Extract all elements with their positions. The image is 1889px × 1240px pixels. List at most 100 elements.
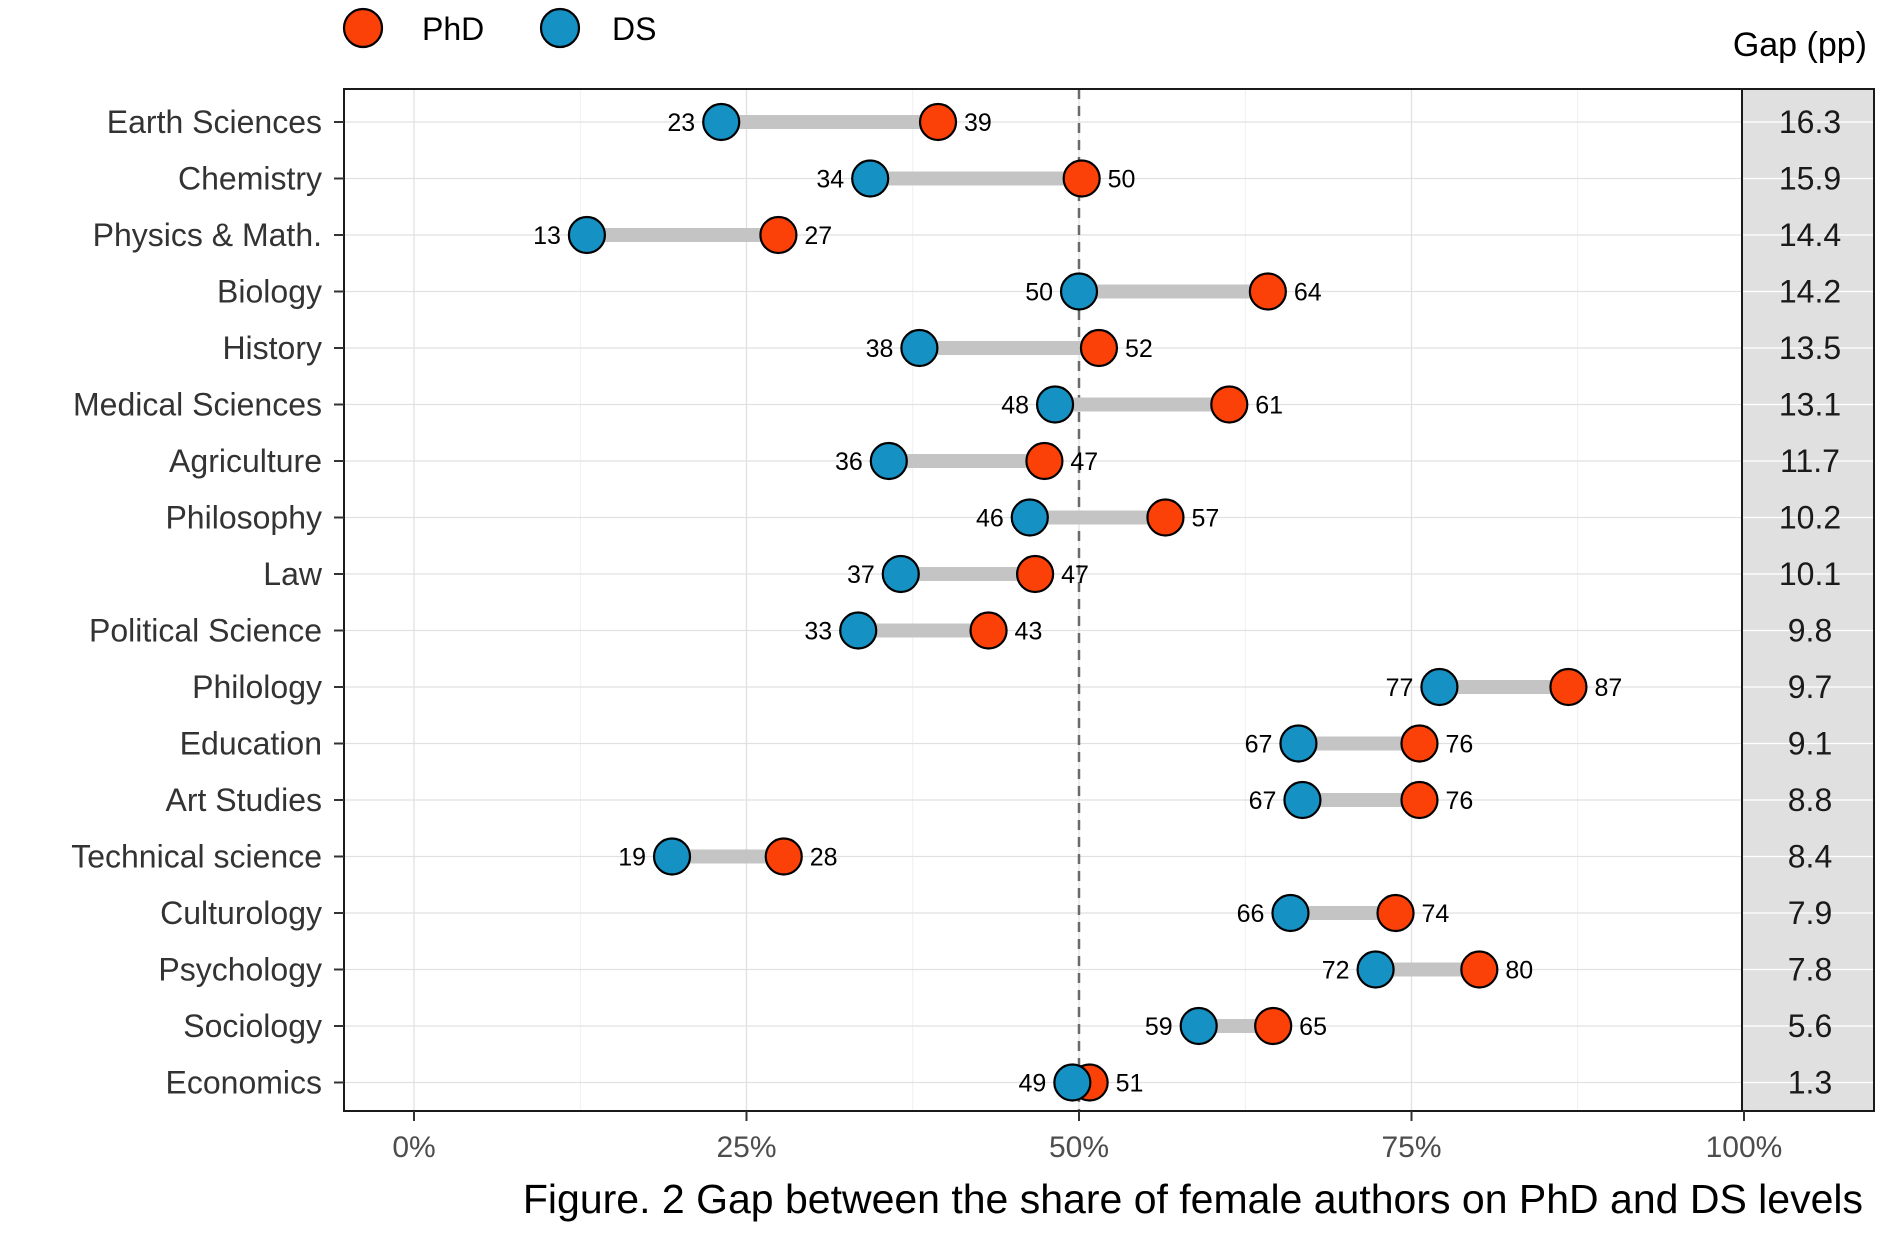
phd-point xyxy=(1016,554,1055,594)
gap-value: 16.3 xyxy=(1779,104,1841,140)
gap-value: 10.2 xyxy=(1779,500,1841,536)
ds-value-label: 67 xyxy=(1249,787,1277,815)
category-label: Physics & Math. xyxy=(93,217,322,253)
x-tick-label: 75% xyxy=(1381,1131,1441,1164)
ds-point xyxy=(652,837,692,876)
category-label: Medical Sciences xyxy=(73,387,322,423)
ds-value-label: 67 xyxy=(1245,731,1273,759)
points xyxy=(567,102,1588,1102)
phd-value-label: 64 xyxy=(1294,279,1322,307)
ds-legend-label: DS xyxy=(612,11,656,47)
gap-value: 10.1 xyxy=(1779,556,1841,592)
phd-point xyxy=(1146,498,1185,537)
ds-value-label: 72 xyxy=(1322,957,1350,985)
phd-point xyxy=(1549,667,1588,707)
phd-point xyxy=(1254,1006,1293,1046)
category-label: Education xyxy=(180,726,322,762)
gap-value: 8.8 xyxy=(1788,782,1832,818)
ds-value-label: 50 xyxy=(1025,279,1053,307)
gap-value: 5.6 xyxy=(1788,1008,1832,1044)
ds-value-label: 49 xyxy=(1019,1070,1047,1098)
gap-value: 13.1 xyxy=(1779,387,1841,423)
phd-point xyxy=(1248,272,1287,311)
phd-value-label: 47 xyxy=(1061,561,1089,589)
category-label: Biology xyxy=(217,274,322,310)
gap-value: 13.5 xyxy=(1779,330,1841,366)
ds-point xyxy=(851,159,890,198)
ds-point xyxy=(900,328,939,368)
gap-panel xyxy=(1742,89,1874,1111)
gap-panel-border xyxy=(1741,88,1875,1112)
phd-point xyxy=(1400,724,1439,763)
phd-value-label: 28 xyxy=(810,844,838,872)
ds-point xyxy=(1010,498,1049,537)
value-labels: 23 39 34 50 13 27 50 64 38 52 48 61 36 47 46 57 37 47 33 43… xyxy=(533,109,1622,1098)
ds-point xyxy=(1059,272,1099,311)
ds-value-label: 19 xyxy=(618,844,646,872)
ds-legend-key xyxy=(539,7,581,49)
phd-value-label: 52 xyxy=(1125,335,1153,363)
phd-value-label: 47 xyxy=(1070,448,1098,476)
category-label: Earth Sciences xyxy=(107,104,322,140)
gap-value: 14.4 xyxy=(1779,217,1841,253)
figure-caption: Figure. 2 Gap between the share of femal… xyxy=(523,1176,1863,1222)
ds-point xyxy=(881,554,920,594)
category-label: History xyxy=(222,330,322,366)
phd-value-label: 74 xyxy=(1422,900,1450,928)
phd-value-label: 80 xyxy=(1505,957,1533,985)
category-label: Law xyxy=(263,556,323,592)
ds-value-label: 77 xyxy=(1386,674,1414,702)
category-label: Political Science xyxy=(89,613,322,649)
phd-point xyxy=(1062,159,1101,198)
phd-value-label: 87 xyxy=(1594,674,1622,702)
category-label: Philosophy xyxy=(165,500,322,536)
phd-point xyxy=(1210,385,1249,424)
ds-value-label: 13 xyxy=(533,222,561,250)
phd-point xyxy=(1460,950,1499,989)
ds-point xyxy=(1179,1006,1218,1046)
gap-value: 9.7 xyxy=(1788,669,1832,705)
phd-point xyxy=(764,837,803,876)
category-label: Agriculture xyxy=(169,443,322,479)
ds-value-label: 23 xyxy=(667,109,695,137)
phd-value-label: 61 xyxy=(1255,392,1283,420)
x-tick-label: 0% xyxy=(392,1131,435,1164)
x-tick-label: 100% xyxy=(1706,1131,1783,1164)
phd-value-label: 39 xyxy=(964,109,992,137)
phd-value-label: 27 xyxy=(804,222,832,250)
phd-value-label: 50 xyxy=(1108,166,1136,194)
phd-value-label: 76 xyxy=(1445,731,1473,759)
plot-panel xyxy=(344,89,1742,1111)
phd-point xyxy=(1376,893,1415,933)
ds-value-label: 38 xyxy=(866,335,894,363)
ds-value-label: 36 xyxy=(835,448,863,476)
ds-value-label: 34 xyxy=(816,166,844,194)
gap-value: 11.7 xyxy=(1780,443,1840,479)
phd-legend-key xyxy=(342,7,384,49)
phd-point xyxy=(1400,780,1439,820)
gap-value: 7.9 xyxy=(1788,895,1832,931)
x-axis: 0% 25% 50% 75% 100% xyxy=(392,1111,1782,1164)
ds-point xyxy=(1271,893,1310,933)
gap-values: 16.3 15.9 14.4 14.2 13.5 13.1 11.7 10.2 10.1 9.8 9… xyxy=(1779,104,1841,1101)
category-label: Sociology xyxy=(183,1008,322,1044)
category-label: Psychology xyxy=(158,952,322,988)
phd-point xyxy=(1025,441,1064,481)
gap-value: 15.9 xyxy=(1779,161,1841,197)
ds-point xyxy=(702,102,741,142)
gap-value: 7.8 xyxy=(1788,952,1832,988)
category-label: Technical science xyxy=(71,839,322,875)
category-label: Philology xyxy=(192,669,322,705)
y-axis: Earth Sciences Chemistry Physics & Math. Bi… xyxy=(71,104,344,1101)
gap-value: 9.1 xyxy=(1788,726,1832,762)
ds-value-label: 59 xyxy=(1145,1013,1173,1041)
ds-point xyxy=(1283,780,1322,820)
ds-point xyxy=(1035,385,1075,424)
ds-value-label: 48 xyxy=(1001,392,1029,420)
x-tick-label: 50% xyxy=(1049,1131,1109,1164)
gap-value: 14.2 xyxy=(1779,274,1841,310)
legend: PhD DS xyxy=(342,7,656,49)
category-label: Economics xyxy=(166,1065,323,1101)
x-tick-label: 25% xyxy=(716,1131,776,1164)
